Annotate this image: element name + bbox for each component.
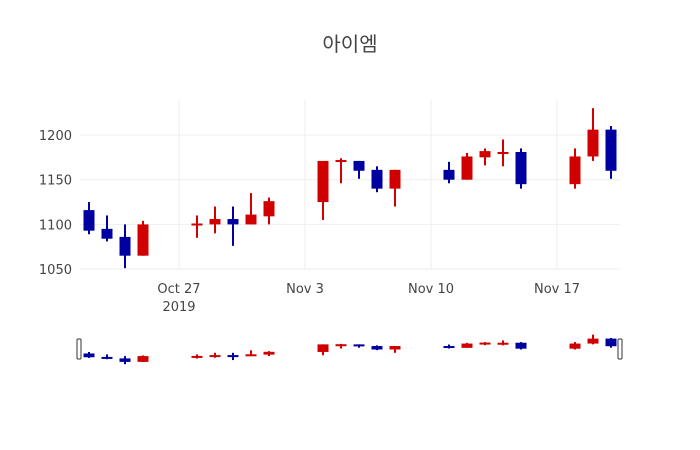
slider-candle xyxy=(353,344,365,348)
slider-candle xyxy=(605,337,617,348)
slider-candle xyxy=(101,354,113,360)
slider-candle xyxy=(371,345,383,351)
range-slider-left-handle[interactable] xyxy=(76,338,82,360)
candle[interactable] xyxy=(263,197,275,225)
y-tick-label: 1100 xyxy=(39,218,72,233)
candle[interactable] xyxy=(101,215,113,242)
range-slider-right-handle[interactable] xyxy=(617,338,623,360)
chart-title: 아이엠 xyxy=(322,32,378,56)
candle[interactable] xyxy=(353,160,365,179)
candle[interactable] xyxy=(587,108,599,161)
slider-candle xyxy=(83,351,95,358)
candle[interactable] xyxy=(605,126,617,179)
slider-candle xyxy=(479,342,491,346)
candle[interactable] xyxy=(227,206,239,246)
slider-candle xyxy=(245,350,257,357)
slider-candle xyxy=(317,344,329,356)
slider-candle xyxy=(137,355,149,362)
candle[interactable] xyxy=(335,158,347,184)
candle[interactable] xyxy=(245,193,257,225)
candle[interactable] xyxy=(569,148,581,189)
slider-candle xyxy=(389,346,401,353)
slider-candle xyxy=(497,340,509,346)
candle[interactable] xyxy=(497,139,509,167)
x-tick-label: Nov 3 xyxy=(286,282,324,297)
candle[interactable] xyxy=(119,224,131,269)
candle[interactable] xyxy=(191,215,203,238)
x-tick-label: Nov 17 xyxy=(534,282,580,297)
slider-candle xyxy=(515,342,527,350)
gridlines xyxy=(80,100,620,270)
candle[interactable] xyxy=(479,148,491,166)
y-axis: 1050 1100 1150 1200 xyxy=(39,129,72,278)
x-axis: Oct 27 2019 Nov 3 Nov 10 Nov 17 xyxy=(157,282,580,315)
slider-candle xyxy=(263,351,275,357)
candle[interactable] xyxy=(443,161,455,184)
candle[interactable] xyxy=(209,206,221,234)
slider-candle xyxy=(335,343,347,349)
candle[interactable] xyxy=(83,202,95,235)
candles[interactable] xyxy=(83,108,617,269)
slider-candle xyxy=(191,354,203,359)
y-tick-label: 1050 xyxy=(39,263,72,278)
candle[interactable] xyxy=(317,160,329,220)
candle[interactable] xyxy=(137,220,149,256)
candle[interactable] xyxy=(371,166,383,193)
candle[interactable] xyxy=(515,148,527,189)
slider-candle xyxy=(209,352,221,358)
x-tick-label: 2019 xyxy=(162,300,195,315)
y-tick-label: 1200 xyxy=(39,129,72,144)
slider-candle xyxy=(461,342,473,348)
candle[interactable] xyxy=(389,169,401,207)
slider-candle xyxy=(443,344,455,349)
candle[interactable] xyxy=(461,152,473,180)
range-slider[interactable] xyxy=(76,334,623,365)
x-tick-label: Oct 27 xyxy=(157,282,200,297)
slider-candle xyxy=(119,356,131,365)
slider-candle xyxy=(227,352,239,361)
slider-candle xyxy=(569,342,581,350)
slider-candle xyxy=(587,334,599,345)
y-tick-label: 1150 xyxy=(39,174,72,189)
x-tick-label: Nov 10 xyxy=(408,282,454,297)
